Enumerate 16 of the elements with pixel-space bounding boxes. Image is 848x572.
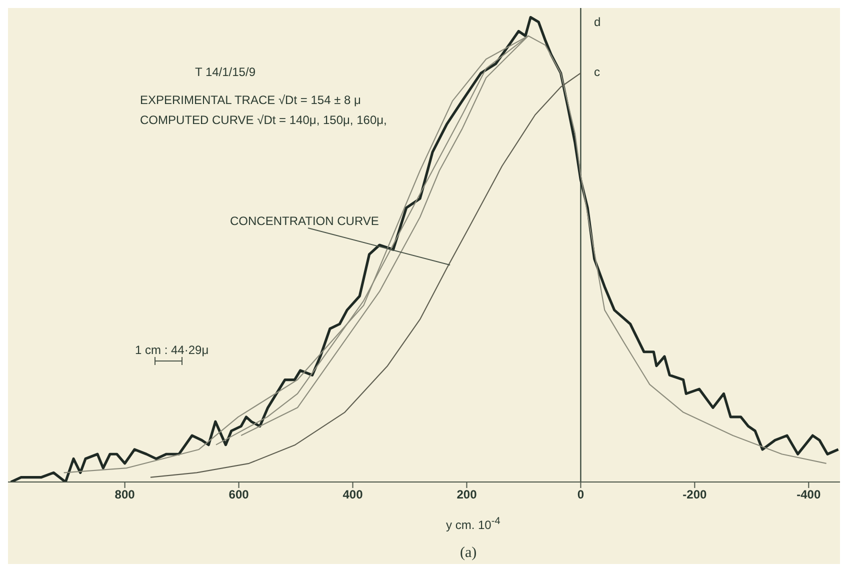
x-tick-label: -400 [796,488,821,502]
x-tick-label: -200 [682,488,708,502]
annotation: c [594,65,600,79]
annotation: d [594,15,601,29]
x-tick-label: 800 [114,488,136,502]
x-tick-label: 600 [228,488,250,502]
x-axis-title: y cm. 10$^{-4}$ [446,516,500,532]
text: (a) [460,545,477,561]
annotation: 1 cm : 44·29μ [135,343,209,357]
x-tick-label: 0 [577,488,584,502]
annotation: CONCENTRATION CURVE [230,214,379,228]
annotation: COMPUTED CURVE √Dt = 140μ, 150μ, 160μ, [140,113,387,127]
x-tick-label: 400 [342,488,364,502]
annotation: EXPERIMENTAL TRACE √Dt = 154 ± 8 μ [140,93,361,107]
x-tick-label: 200 [456,488,478,502]
annotation: T 14/1/15/9 [195,65,256,79]
